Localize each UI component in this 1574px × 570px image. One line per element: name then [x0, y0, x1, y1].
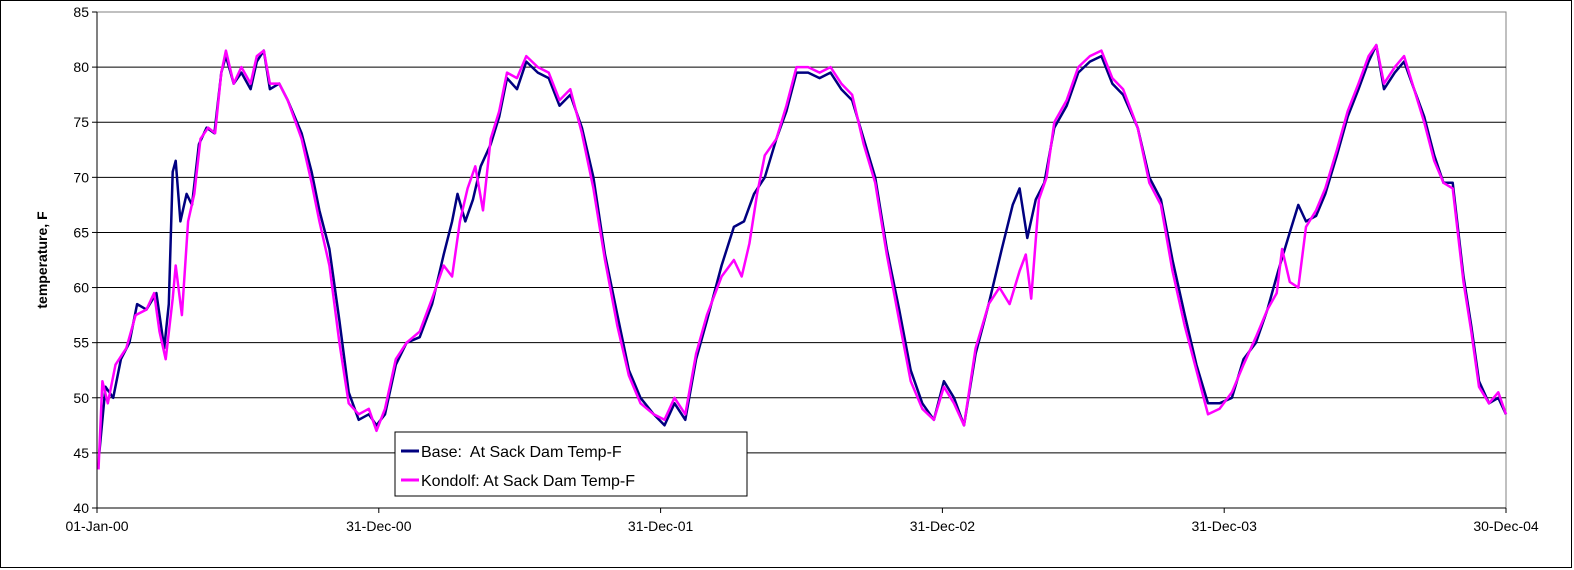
y-tick-label: 70 [73, 169, 89, 185]
y-tick-label: 75 [73, 114, 89, 130]
y-tick-label: 50 [73, 390, 89, 406]
series-line-kondolf [97, 43, 1508, 470]
legend-label-kondolf: Kondolf: At Sack Dam Temp-F [421, 473, 635, 490]
legend-box [394, 431, 748, 497]
legend: Base: At Sack Dam Temp-F Kondolf: At Sac… [394, 431, 748, 497]
y-tick-label: 40 [73, 500, 89, 516]
x-tick-label: 30-Dec-04 [1473, 518, 1539, 534]
x-axis: 01-Jan-00 31-Dec-00 31-Dec-01 31-Dec-02 31-D… [65, 507, 1539, 534]
y-tick-label: 55 [73, 335, 89, 351]
y-tick-label: 80 [73, 59, 89, 75]
x-tick-label: 31-Dec-01 [628, 518, 694, 534]
plot-area [96, 11, 1507, 509]
x-tick-label: 31-Dec-00 [346, 518, 412, 534]
legend-label-base: Base: At Sack Dam Temp-F [421, 444, 622, 461]
series-lines [97, 43, 1508, 470]
y-axis: 40 45 50 55 60 65 70 75 80 85 [73, 4, 98, 516]
y-tick-label: 45 [73, 445, 89, 461]
y-tick-label: 85 [73, 4, 89, 20]
x-tick-label: 31-Dec-02 [910, 518, 976, 534]
x-tick-label: 01-Jan-00 [65, 518, 128, 534]
y-tick-label: 65 [73, 224, 89, 240]
y-axis-title: temperature, F [34, 211, 50, 309]
gridlines [97, 66, 1506, 454]
y-tick-label: 60 [73, 280, 89, 296]
x-tick-label: 31-Dec-03 [1192, 518, 1258, 534]
